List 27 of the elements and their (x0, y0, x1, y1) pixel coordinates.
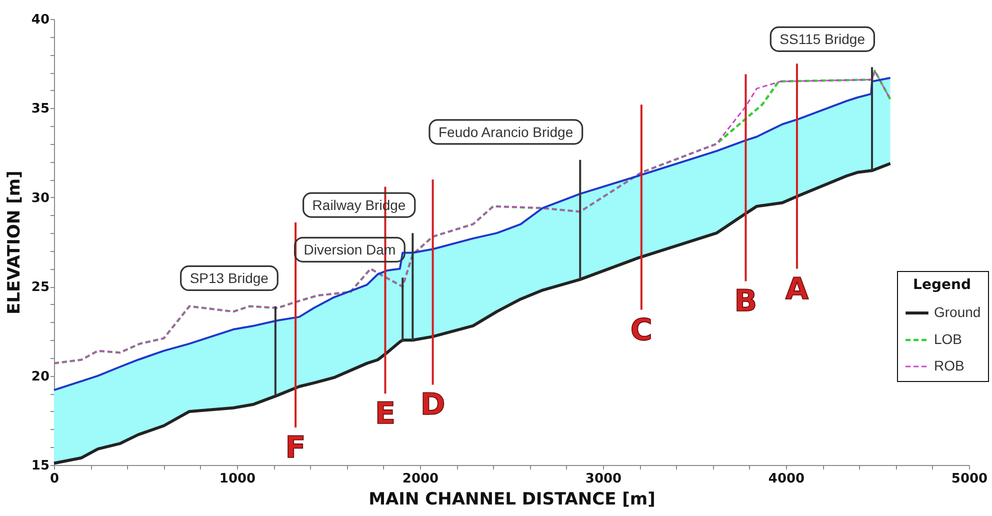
x-tick-label: 4000 (768, 472, 805, 486)
x-tick-label: 3000 (585, 472, 622, 486)
y-axis-title: ELEVATION [m] (4, 170, 24, 314)
y-tick-label: 25 (31, 280, 50, 296)
y-tick-label: 20 (31, 369, 50, 384)
annotation: SS115 Bridge (780, 31, 866, 48)
y-tick-label: 40 (31, 12, 50, 28)
x-tick-label: 5000 (951, 472, 988, 486)
x-axis-title: MAIN CHANNEL DISTANCE [m] (368, 490, 656, 510)
annotation: D (420, 388, 446, 423)
annotation: A (785, 272, 810, 307)
y-tick-label: 15 (31, 458, 50, 474)
legend-title: Legend (913, 277, 971, 293)
y-tick-label: 35 (31, 102, 50, 117)
legend-label: Ground (934, 304, 981, 320)
legend-label: ROB (934, 358, 964, 374)
x-tick-label: 2000 (402, 472, 439, 486)
legend-label: LOB (934, 331, 962, 347)
x-tick-label: 0 (50, 472, 60, 486)
annotation: F (285, 430, 306, 466)
annotation: E (374, 396, 396, 432)
annotation: B (734, 284, 758, 320)
y-tick-label: 30 (31, 190, 50, 206)
annotation: SP13 Bridge (190, 270, 269, 286)
x-tick-label: 1000 (219, 472, 256, 486)
annotation: C (630, 312, 652, 348)
annotation: Feudo Arancio Bridge (438, 124, 574, 140)
